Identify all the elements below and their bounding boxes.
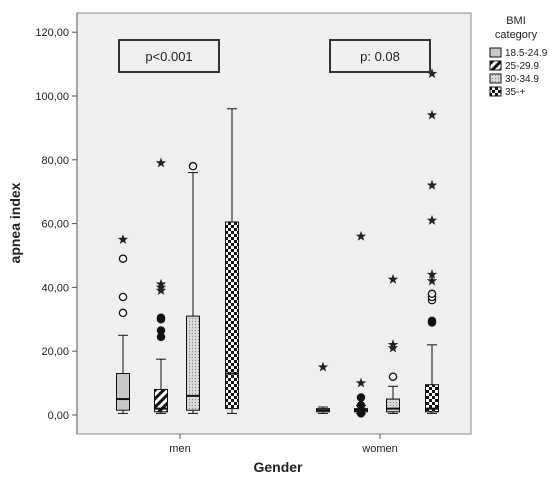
box-iqr <box>154 388 168 413</box>
legend-label: 30-34.9 <box>505 74 539 85</box>
outlier-circle <box>427 289 437 299</box>
y-axis: 0,00 20,00 40,00 60,00 80,00 100,00 120,00 <box>35 13 78 434</box>
box-iqr <box>425 384 439 413</box>
extreme-outlier-star <box>426 269 438 280</box>
outlier-circle <box>118 308 128 318</box>
extreme-outlier-star <box>355 377 367 388</box>
extreme-outlier-star <box>426 275 438 286</box>
extreme-outlier-star <box>426 214 438 225</box>
outlier-circle <box>356 401 366 410</box>
outlier-circle <box>427 316 437 326</box>
outlier-circle <box>388 372 398 381</box>
extreme-outlier-star <box>355 230 367 241</box>
legend: BMI category 18.5-24.9 25-29.9 30-34.9 35-+ <box>489 15 548 98</box>
box-iqr <box>186 315 200 411</box>
legend-title-line-2: category <box>495 29 538 41</box>
annotation-men-text: p<0.001 <box>145 49 192 64</box>
box-series <box>116 68 439 418</box>
y-tick-label: 20,00 <box>41 346 69 358</box>
box-men-2 <box>154 157 168 414</box>
extreme-outlier-star <box>387 342 399 353</box>
x-tick-label-women: women <box>361 443 397 455</box>
extreme-outlier-star <box>117 234 129 244</box>
extreme-outlier-star <box>155 278 167 289</box>
outlier-circle <box>118 254 128 263</box>
plot-area <box>76 12 472 435</box>
y-tick-label: 60,00 <box>41 219 69 231</box>
outlier-circle <box>156 326 166 335</box>
outlier-circle <box>188 161 198 171</box>
legend-swatch <box>489 60 502 71</box>
x-axis-title: Gender <box>253 459 303 475</box>
y-axis-title: apnea index <box>7 182 23 263</box>
box-iqr <box>116 373 130 411</box>
legend-item-2: 25-29.9 <box>489 60 539 72</box>
y-tick-label: 120,00 <box>35 27 69 39</box>
extreme-outlier-star <box>426 68 438 79</box>
extreme-outlier-star <box>387 339 399 350</box>
legend-title-line-1: BMI <box>506 15 526 27</box>
legend-label: 25-29.9 <box>505 61 539 72</box>
outlier-circle <box>156 313 166 322</box>
extreme-outlier-star <box>155 281 167 292</box>
annotation-men: p<0.001 <box>118 39 220 73</box>
outlier-circle <box>118 292 128 302</box>
legend-swatch <box>489 86 502 97</box>
box-women-1 <box>316 361 330 414</box>
annotation-men-box <box>118 39 220 73</box>
box-men-1 <box>116 234 130 414</box>
extreme-outlier-star <box>317 361 329 372</box>
extreme-outlier-star <box>426 109 438 120</box>
box-women-4 <box>425 68 439 414</box>
legend-item-3: 30-34.9 <box>489 73 539 85</box>
legend-swatch <box>489 73 502 84</box>
y-tick-label: 40,00 <box>41 282 69 294</box>
y-tick-label: 80,00 <box>41 155 69 167</box>
extreme-outlier-star <box>387 273 399 284</box>
box-men-4 <box>225 108 239 414</box>
y-tick-label: 100,00 <box>35 91 69 103</box>
x-axis: men women <box>169 434 398 455</box>
y-tick-label: 0,00 <box>48 410 69 422</box>
box-women-2 <box>354 230 368 418</box>
legend-item-4: 35-+ <box>489 86 525 98</box>
extreme-outlier-star <box>426 179 438 190</box>
legend-label: 35-+ <box>505 87 525 98</box>
outlier-circle <box>356 393 366 402</box>
box-iqr <box>225 221 239 410</box>
annotation-women-text: p: 0.08 <box>360 49 400 64</box>
box-iqr <box>386 398 400 413</box>
box-men-3 <box>186 161 200 414</box>
extreme-outlier-star <box>155 157 167 168</box>
extreme-outlier-star <box>155 285 167 295</box>
legend-label: 18.5-24.9 <box>505 48 548 59</box>
annotation-women-box <box>329 39 431 73</box>
legend-swatch <box>489 47 502 58</box>
annotation-women: p: 0.08 <box>329 39 431 73</box>
legend-item-1: 18.5-24.9 <box>489 47 548 59</box>
box-women-3 <box>386 273 400 414</box>
x-tick-label-men: men <box>169 443 190 455</box>
